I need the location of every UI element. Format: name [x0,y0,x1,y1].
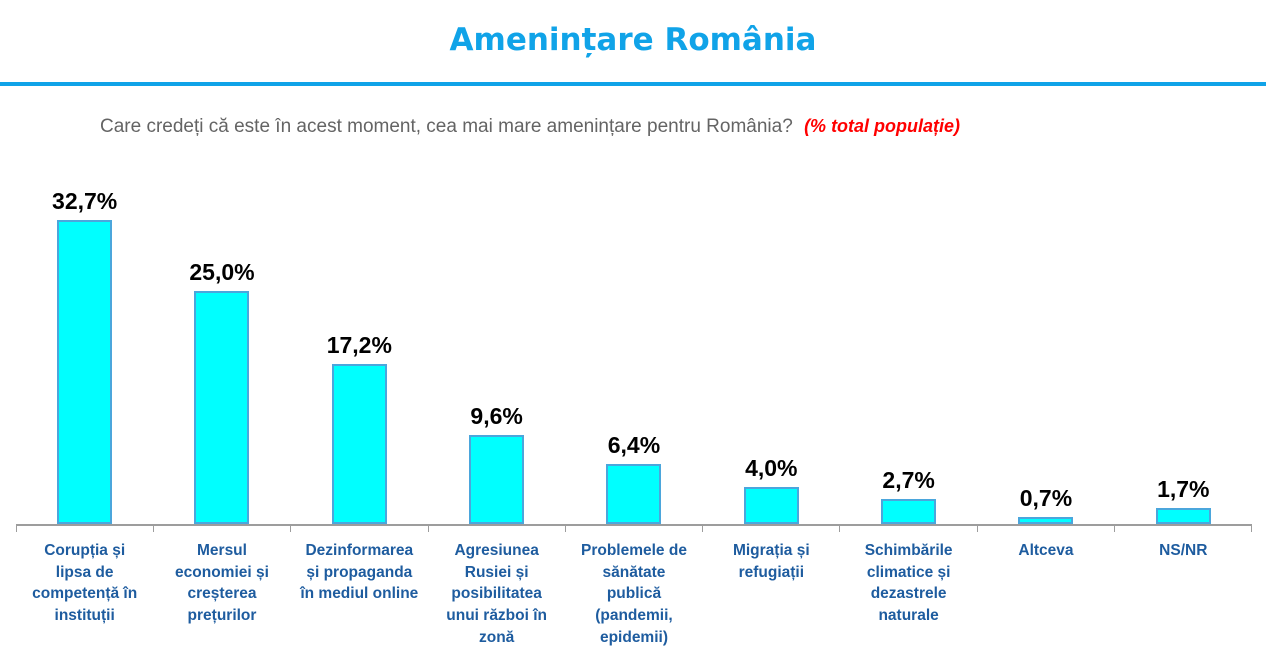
bar-chart: 32,7% 25,0% 17,2% 9,6% 6,4% 4,0% 2,7% 0,7% 1,7% … [16,168,1252,648]
category-label: Mersul economiei și creșterea prețurilor [175,542,269,625]
bar-value-label: 6,4% [607,432,661,458]
bar [194,291,250,524]
category-label: Altceva [1018,542,1074,559]
title-divider [0,82,1266,86]
bar-column: 0,7% [977,485,1114,524]
survey-question-text: Care credeți că este în acest moment, ce… [100,116,793,137]
category-labels-row: Corupția și lipsa de competență în insti… [16,540,1252,648]
axis-tick-cell [17,526,155,532]
bar [881,499,937,524]
bar-column: 17,2% [291,332,428,524]
bar-column: 1,7% [1115,476,1252,524]
bar [606,464,662,524]
bar-value-label: 32,7% [52,188,118,214]
bar [57,220,113,524]
axis-tick-cell [703,526,841,532]
category-label: Corupția și lipsa de competență în insti… [32,542,138,625]
bar-value-label: 9,6% [470,403,523,429]
axis-tick-cell [978,526,1115,532]
page-title: Amenințare România [449,22,817,58]
bar [469,435,525,524]
category-label: Schimbările climatice și dezastrele natu… [864,542,953,625]
category-label: Migrația și refugiații [732,542,810,581]
bar-value-label: 0,7% [1019,485,1073,511]
category-label: NS/NR [1159,542,1208,559]
bar [1155,508,1211,524]
bar-value-label: 25,0% [189,259,255,285]
bar-value-label: 1,7% [1157,476,1210,502]
axis-tick-cell [291,526,429,532]
category-label: Agresiunea Rusiei și posibilitatea unui … [446,542,548,646]
bar-value-label: 17,2% [326,332,392,358]
axis-tick-cell [429,526,566,532]
bar [1018,517,1074,524]
survey-question-note: (% total populație) [804,116,961,136]
bar-column: 32,7% [16,188,153,524]
bar-value-label: 4,0% [745,455,798,481]
x-axis [16,524,1252,532]
bar [743,487,799,524]
category-label: Dezinformarea și propaganda în mediul on… [300,542,419,603]
axis-tick-cell [1115,526,1252,532]
survey-question: Care credeți că este în acest moment, ce… [100,116,1220,138]
bar-column: 6,4% [565,432,702,524]
category-label: Problemele de sănătate publică (pandemii… [580,542,687,646]
bars-row: 32,7% 25,0% 17,2% 9,6% 6,4% 4,0% 2,7% 0,7% 1,7% [16,168,1252,524]
axis-tick-cell [566,526,704,532]
bar-value-label: 2,7% [882,467,935,493]
bar-column: 4,0% [703,455,840,524]
bar-column: 2,7% [840,467,977,524]
bar-column: 25,0% [153,259,290,524]
bar-column: 9,6% [428,403,565,524]
axis-tick-cell [840,526,978,532]
bar [331,364,387,524]
axis-tick-cell [154,526,292,532]
